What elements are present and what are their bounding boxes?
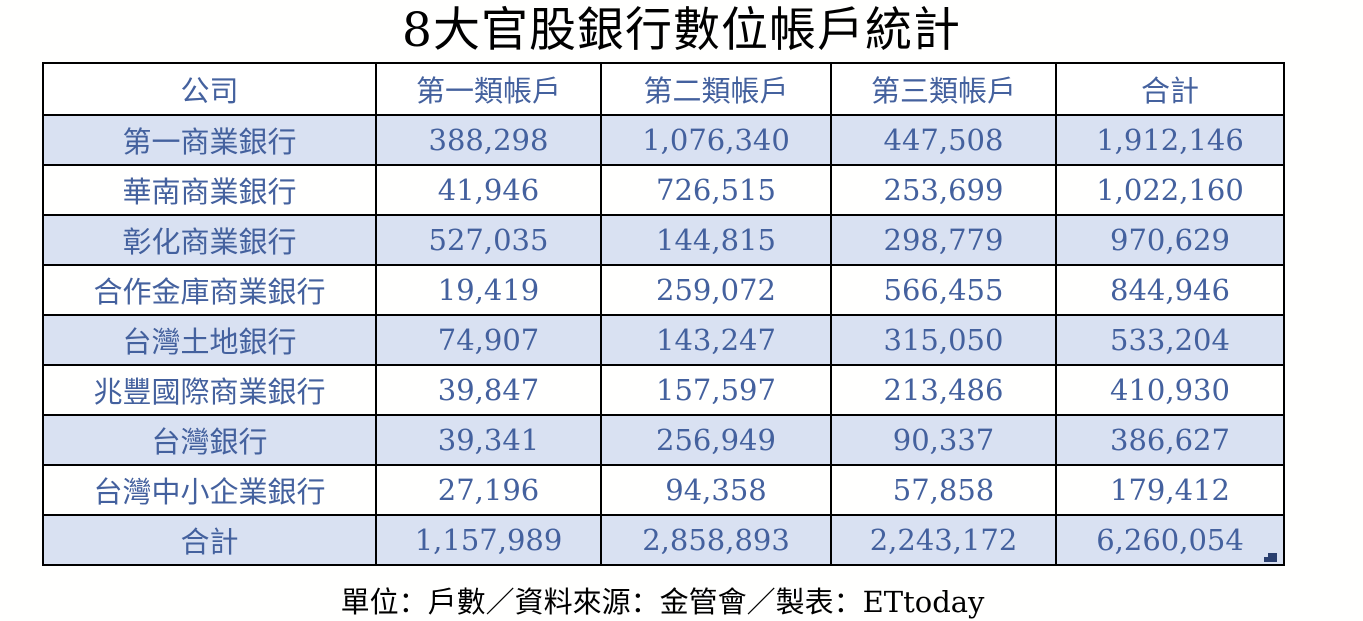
value-cell: 19,419 — [375, 264, 602, 316]
total-cell: 533,204 — [1055, 314, 1285, 366]
header-row: 公司 第一類帳戶 第二類帳戶 第三類帳戶 合計 — [42, 62, 1285, 116]
totals-value-cell: 2,243,172 — [830, 514, 1057, 566]
value-cell: 315,050 — [830, 314, 1057, 366]
column-header-total: 合計 — [1055, 62, 1285, 116]
column-header-type1: 第一類帳戶 — [375, 62, 602, 116]
company-cell: 台灣銀行 — [42, 414, 377, 466]
total-cell: 1,022,160 — [1055, 164, 1285, 216]
table-row: 彰化商業銀行 527,035 144,815 298,779 970,629 — [42, 214, 1285, 266]
total-cell: 386,627 — [1055, 414, 1285, 466]
value-cell: 388,298 — [375, 114, 602, 166]
company-cell: 兆豐國際商業銀行 — [42, 364, 377, 416]
table-row: 第一商業銀行 388,298 1,076,340 447,508 1,912,1… — [42, 114, 1285, 166]
table-corner-resize-handle-icon — [1264, 553, 1277, 562]
grand-total-cell: 6,260,054 — [1055, 514, 1285, 566]
value-cell: 447,508 — [830, 114, 1057, 166]
bank-accounts-table: 公司 第一類帳戶 第二類帳戶 第三類帳戶 合計 第一商業銀行 388,298 1… — [42, 62, 1285, 566]
source-footnote: 單位：戶數／資料來源：金管會／製表：ETtoday — [340, 585, 985, 619]
table-row: 台灣土地銀行 74,907 143,247 315,050 533,204 — [42, 314, 1285, 366]
company-cell: 第一商業銀行 — [42, 114, 377, 166]
value-cell: 143,247 — [600, 314, 832, 366]
total-cell: 970,629 — [1055, 214, 1285, 266]
value-cell: 41,946 — [375, 164, 602, 216]
value-cell: 57,858 — [830, 464, 1057, 516]
totals-value-cell: 2,858,893 — [600, 514, 832, 566]
value-cell: 298,779 — [830, 214, 1057, 266]
table-row: 台灣銀行 39,341 256,949 90,337 386,627 — [42, 414, 1285, 466]
totals-value-cell: 1,157,989 — [375, 514, 602, 566]
total-cell: 1,912,146 — [1055, 114, 1285, 166]
company-cell: 華南商業銀行 — [42, 164, 377, 216]
value-cell: 256,949 — [600, 414, 832, 466]
totals-row: 合計 1,157,989 2,858,893 2,243,172 6,260,0… — [42, 514, 1285, 566]
value-cell: 39,341 — [375, 414, 602, 466]
company-cell: 彰化商業銀行 — [42, 214, 377, 266]
value-cell: 213,486 — [830, 364, 1057, 416]
totals-label-cell: 合計 — [42, 514, 377, 566]
value-cell: 253,699 — [830, 164, 1057, 216]
value-cell: 566,455 — [830, 264, 1057, 316]
value-cell: 1,076,340 — [600, 114, 832, 166]
company-cell: 台灣土地銀行 — [42, 314, 377, 366]
table-row: 台灣中小企業銀行 27,196 94,358 57,858 179,412 — [42, 464, 1285, 516]
value-cell: 527,035 — [375, 214, 602, 266]
table-row: 兆豐國際商業銀行 39,847 157,597 213,486 410,930 — [42, 364, 1285, 416]
column-header-company: 公司 — [42, 62, 377, 116]
company-cell: 台灣中小企業銀行 — [42, 464, 377, 516]
value-cell: 259,072 — [600, 264, 832, 316]
column-header-type2: 第二類帳戶 — [600, 62, 832, 116]
column-header-type3: 第三類帳戶 — [830, 62, 1057, 116]
value-cell: 157,597 — [600, 364, 832, 416]
value-cell: 144,815 — [600, 214, 832, 266]
value-cell: 74,907 — [375, 314, 602, 366]
total-cell: 179,412 — [1055, 464, 1285, 516]
table-row: 華南商業銀行 41,946 726,515 253,699 1,022,160 — [42, 164, 1285, 216]
bank-accounts-table-wrap: 公司 第一類帳戶 第二類帳戶 第三類帳戶 合計 第一商業銀行 388,298 1… — [42, 62, 1285, 566]
value-cell: 27,196 — [375, 464, 602, 516]
value-cell: 90,337 — [830, 414, 1057, 466]
value-cell: 94,358 — [600, 464, 832, 516]
table-row: 合作金庫商業銀行 19,419 259,072 566,455 844,946 — [42, 264, 1285, 316]
total-cell: 844,946 — [1055, 264, 1285, 316]
value-cell: 39,847 — [375, 364, 602, 416]
page-title: 8大官股銀行數位帳戶統計 — [402, 3, 961, 58]
company-cell: 合作金庫商業銀行 — [42, 264, 377, 316]
total-cell: 410,930 — [1055, 364, 1285, 416]
value-cell: 726,515 — [600, 164, 832, 216]
